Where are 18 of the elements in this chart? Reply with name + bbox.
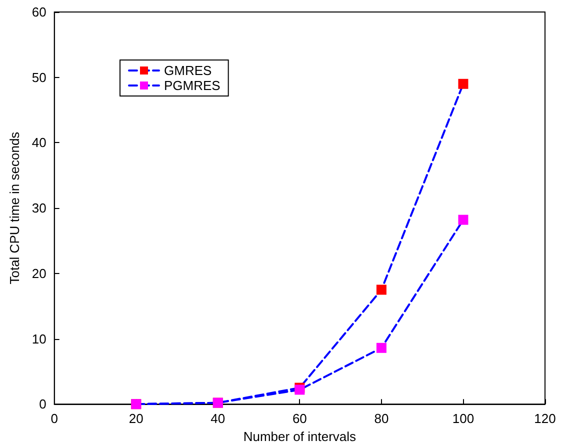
y-tick-label: 0	[39, 396, 46, 412]
y-tick-label: 10	[32, 331, 46, 346]
legend-label: PGMRES	[164, 78, 221, 93]
y-axis-title: Total CPU time in seconds	[7, 131, 22, 284]
x-tick-label: 120	[534, 411, 556, 426]
y-tick-label: 20	[32, 266, 46, 281]
y-tick-label: 40	[32, 135, 46, 150]
y-tick-label: 30	[32, 200, 46, 216]
x-axis-title: Number of intervals	[243, 429, 357, 444]
x-tick-label: 0	[50, 411, 58, 426]
x-tick-label: 100	[452, 411, 474, 426]
x-tick-label: 80	[374, 411, 389, 426]
y-tick-label: 60	[32, 4, 46, 20]
x-tick-label: 20	[128, 411, 144, 426]
y-tick-label: 50	[32, 70, 46, 85]
x-tick-label: 60	[292, 411, 307, 426]
x-tick-label: 40	[210, 411, 226, 426]
legend-label: GMRES	[164, 63, 212, 78]
